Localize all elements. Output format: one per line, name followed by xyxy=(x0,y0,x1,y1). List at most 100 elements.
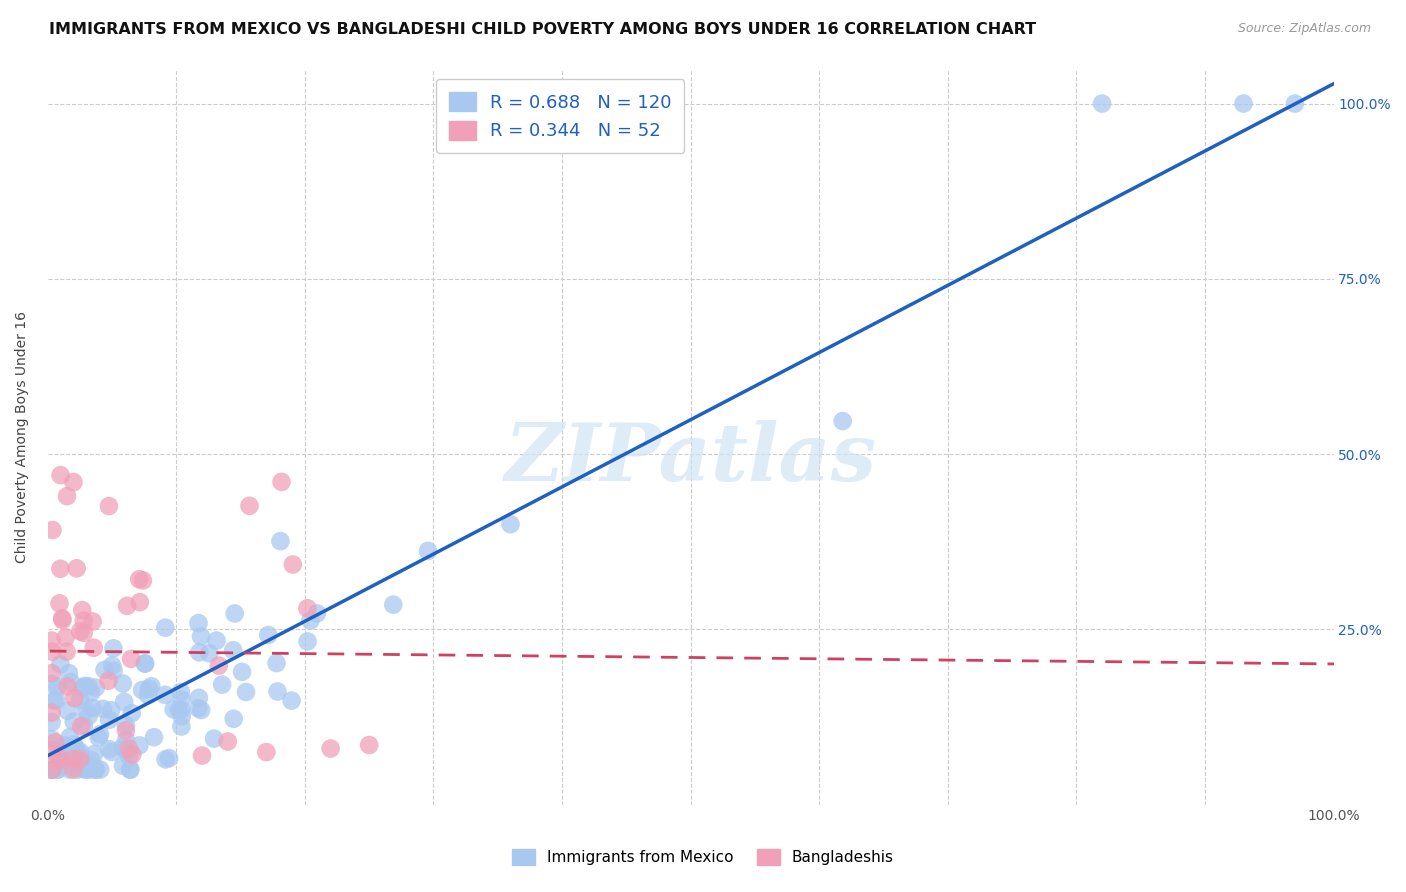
Point xyxy=(416,544,439,558)
Point xyxy=(157,751,180,765)
Point xyxy=(87,731,110,745)
Point xyxy=(41,666,63,681)
Point xyxy=(191,748,214,763)
Point xyxy=(132,574,155,588)
Point xyxy=(48,596,70,610)
Text: Source: ZipAtlas.com: Source: ZipAtlas.com xyxy=(1237,22,1371,36)
Point xyxy=(73,753,96,767)
Point xyxy=(319,741,342,756)
Point xyxy=(190,703,212,717)
Point xyxy=(76,763,98,777)
Point xyxy=(51,755,73,769)
Point xyxy=(114,742,136,756)
Point xyxy=(83,640,105,655)
Point xyxy=(41,763,63,777)
Point xyxy=(77,679,100,693)
Point xyxy=(231,665,253,679)
Point xyxy=(187,701,209,715)
Point xyxy=(73,614,96,628)
Point xyxy=(170,693,193,707)
Point xyxy=(46,679,69,693)
Point xyxy=(143,730,166,744)
Point xyxy=(101,658,124,673)
Point xyxy=(59,730,82,744)
Point xyxy=(98,742,121,756)
Point xyxy=(41,732,63,747)
Point xyxy=(91,702,114,716)
Point xyxy=(120,763,142,777)
Point xyxy=(269,534,291,549)
Point xyxy=(235,685,257,699)
Point xyxy=(41,763,63,777)
Point xyxy=(73,718,96,732)
Text: IMMIGRANTS FROM MEXICO VS BANGLADESHI CHILD POVERTY AMONG BOYS UNDER 16 CORRELAT: IMMIGRANTS FROM MEXICO VS BANGLADESHI CH… xyxy=(49,22,1036,37)
Point xyxy=(118,749,141,764)
Legend: R = 0.688   N = 120, R = 0.344   N = 52: R = 0.688 N = 120, R = 0.344 N = 52 xyxy=(436,79,685,153)
Point xyxy=(77,708,100,723)
Point xyxy=(170,685,193,699)
Point xyxy=(80,753,103,767)
Point xyxy=(89,727,111,741)
Point xyxy=(41,633,63,648)
Point xyxy=(153,688,176,702)
Point xyxy=(224,607,246,621)
Point xyxy=(134,657,156,671)
Point xyxy=(211,678,233,692)
Point xyxy=(111,676,134,690)
Point xyxy=(208,658,231,673)
Point xyxy=(51,742,73,756)
Point xyxy=(187,616,209,631)
Point xyxy=(55,645,77,659)
Point xyxy=(79,763,101,777)
Point xyxy=(44,693,66,707)
Point xyxy=(163,702,186,716)
Point xyxy=(97,673,120,688)
Point xyxy=(188,645,211,659)
Point xyxy=(112,695,135,709)
Point xyxy=(62,752,84,766)
Point xyxy=(73,755,96,769)
Point xyxy=(49,562,72,576)
Point xyxy=(134,657,156,671)
Point xyxy=(155,621,177,635)
Point xyxy=(59,763,82,777)
Point xyxy=(84,763,107,777)
Point xyxy=(80,686,103,700)
Point xyxy=(202,731,225,746)
Point xyxy=(66,561,89,575)
Point xyxy=(118,741,141,756)
Point xyxy=(1284,96,1306,111)
Point xyxy=(66,742,89,756)
Point xyxy=(41,523,63,537)
Point xyxy=(128,595,150,609)
Point xyxy=(93,663,115,677)
Point xyxy=(66,763,89,777)
Point xyxy=(297,634,319,648)
Point xyxy=(83,747,105,762)
Point xyxy=(46,748,69,763)
Point xyxy=(114,723,136,738)
Point xyxy=(70,719,93,733)
Point xyxy=(51,611,73,625)
Point xyxy=(62,714,84,729)
Point xyxy=(121,706,143,721)
Point xyxy=(100,703,122,717)
Point xyxy=(115,718,138,732)
Point xyxy=(128,572,150,586)
Point xyxy=(280,693,302,707)
Point xyxy=(49,752,72,766)
Point xyxy=(73,763,96,777)
Point xyxy=(98,713,121,727)
Point xyxy=(58,666,80,681)
Point xyxy=(266,656,288,670)
Point xyxy=(115,733,138,747)
Point xyxy=(63,691,86,706)
Point xyxy=(1091,96,1114,111)
Point xyxy=(281,558,304,572)
Point xyxy=(60,675,83,690)
Point xyxy=(103,664,125,678)
Point xyxy=(831,414,853,428)
Point xyxy=(120,652,142,666)
Point xyxy=(266,684,288,698)
Point xyxy=(48,756,70,771)
